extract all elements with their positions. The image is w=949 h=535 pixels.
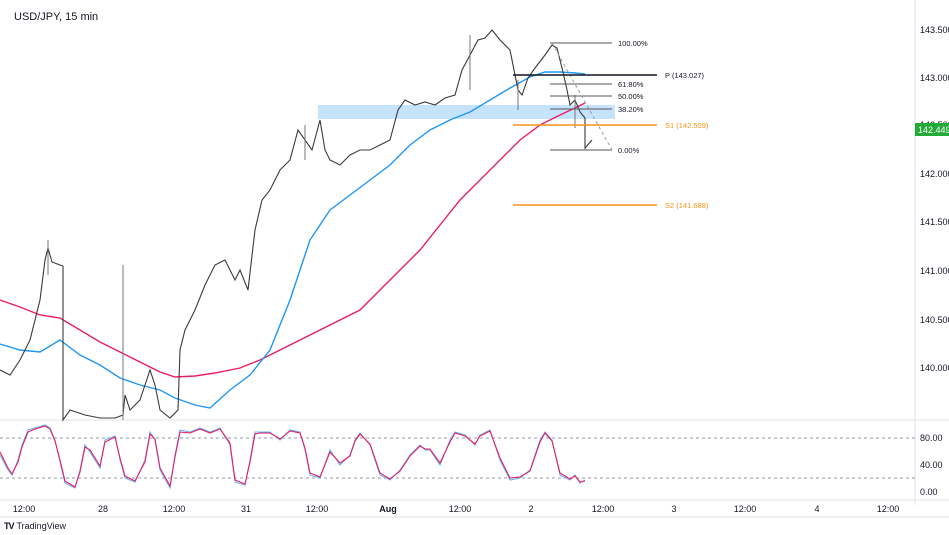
svg-text:140.500: 140.500: [920, 315, 949, 325]
tradingview-logo-icon: TV: [4, 521, 14, 531]
svg-text:40.00: 40.00: [920, 460, 943, 470]
s2-label: S2 (141.688): [665, 201, 709, 210]
resistance-zone: [318, 105, 615, 119]
svg-text:141.000: 141.000: [920, 266, 949, 276]
svg-text:0.00: 0.00: [920, 487, 938, 497]
svg-text:140.000: 140.000: [920, 363, 949, 373]
fib-retracement[interactable]: 100.00% 61.80% 50.00% 38.20% 0.00%: [550, 39, 648, 155]
svg-text:12:00: 12:00: [449, 504, 472, 514]
brand-name: TradingView: [16, 521, 67, 531]
chart-title: USD/JPY, 15 min: [14, 11, 99, 23]
svg-text:4: 4: [814, 504, 819, 514]
svg-text:143.500: 143.500: [920, 25, 949, 35]
ma-fast-line: [0, 71, 586, 409]
svg-text:12:00: 12:00: [734, 504, 757, 514]
fib-0-label: 0.00%: [618, 146, 640, 155]
svg-text:12:00: 12:00: [13, 504, 36, 514]
last-price-badge: [915, 123, 949, 136]
svg-text:12:00: 12:00: [306, 504, 329, 514]
tradingview-brand[interactable]: TV TradingView: [4, 521, 66, 531]
pivot-label: P (143.027): [665, 71, 705, 80]
fib-382-label: 38.20%: [618, 105, 644, 114]
svg-text:12:00: 12:00: [877, 504, 900, 514]
svg-text:31: 31: [241, 504, 251, 514]
svg-text:142.000: 142.000: [920, 169, 949, 179]
ma-slow-line: [0, 102, 586, 378]
time-axis[interactable]: 12:00 28 12:00 31 12:00 Aug 12:00 2 12:0…: [13, 504, 900, 514]
svg-text:80.00: 80.00: [920, 433, 943, 443]
svg-text:12:00: 12:00: [592, 504, 615, 514]
last-price-value: 142.449: [918, 125, 949, 135]
svg-text:3: 3: [671, 504, 676, 514]
oscillator-axis[interactable]: 80.00 40.00 0.00: [920, 433, 943, 497]
fib-100-label: 100.00%: [618, 39, 648, 48]
svg-text:141.500: 141.500: [920, 217, 949, 227]
fib-618-label: 61.80%: [618, 80, 644, 89]
price-axis[interactable]: 143.500 143.000 142.500 142.000 141.500 …: [920, 25, 949, 373]
candles: [47, 35, 576, 420]
s1-label: S1 (142.509): [665, 121, 709, 130]
svg-text:2: 2: [528, 504, 533, 514]
svg-text:Aug: Aug: [379, 504, 397, 514]
stoch-d-line: [0, 425, 586, 488]
price-line: [0, 29, 593, 422]
svg-text:28: 28: [98, 504, 108, 514]
svg-text:12:00: 12:00: [163, 504, 186, 514]
stoch-k-line: [0, 424, 586, 490]
svg-text:143.000: 143.000: [920, 73, 949, 83]
fib-50-label: 50.00%: [618, 92, 644, 101]
